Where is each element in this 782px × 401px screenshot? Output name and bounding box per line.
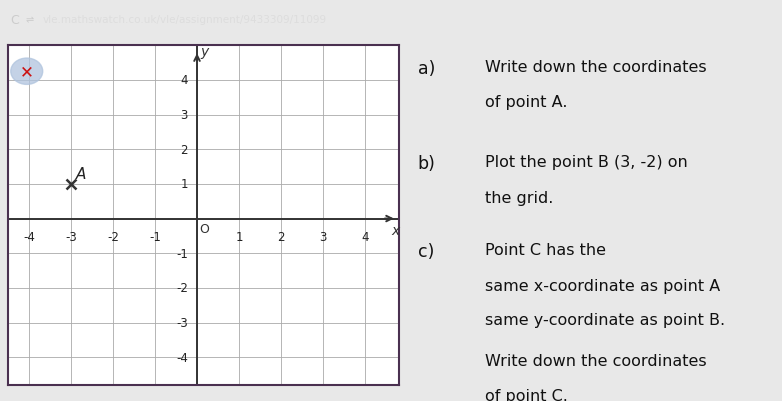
Circle shape (11, 59, 43, 85)
Text: ⇌: ⇌ (26, 15, 34, 25)
Text: Write down the coordinates: Write down the coordinates (486, 353, 707, 368)
Text: Point C has the: Point C has the (486, 243, 606, 257)
Text: -2: -2 (107, 230, 119, 243)
Text: Plot the point B (3, -2) on: Plot the point B (3, -2) on (486, 154, 688, 170)
Text: b): b) (418, 154, 436, 172)
Text: -1: -1 (149, 230, 161, 243)
Text: -4: -4 (23, 230, 34, 243)
Text: C: C (10, 14, 19, 27)
Text: c): c) (418, 243, 434, 261)
Text: same y-coordinate as point B.: same y-coordinate as point B. (486, 312, 726, 327)
Text: of point A.: of point A. (486, 95, 568, 110)
Text: A: A (76, 167, 86, 182)
Text: 4: 4 (361, 230, 369, 243)
Text: x: x (391, 223, 400, 237)
Text: Write down the coordinates: Write down the coordinates (486, 60, 707, 75)
Text: O: O (199, 223, 210, 236)
Text: same x-coordinate as point A: same x-coordinate as point A (486, 278, 720, 293)
Text: 4: 4 (181, 74, 188, 87)
Text: -4: -4 (176, 351, 188, 364)
Text: the grid.: the grid. (486, 190, 554, 205)
Text: -1: -1 (176, 247, 188, 260)
Text: a): a) (418, 60, 435, 78)
Text: vle.mathswatch.co.uk/vle/assignment/9433309/11099: vle.mathswatch.co.uk/vle/assignment/9433… (43, 15, 327, 25)
Text: 1: 1 (235, 230, 242, 243)
Text: 2: 2 (181, 144, 188, 156)
Text: 3: 3 (320, 230, 327, 243)
Text: y: y (200, 45, 209, 59)
Text: 2: 2 (278, 230, 285, 243)
Text: of point C.: of point C. (486, 388, 569, 401)
Text: ✕: ✕ (20, 63, 34, 81)
Text: 1: 1 (181, 178, 188, 191)
Text: 3: 3 (181, 109, 188, 122)
Text: -2: -2 (176, 282, 188, 295)
Text: -3: -3 (176, 316, 188, 329)
Text: -3: -3 (65, 230, 77, 243)
